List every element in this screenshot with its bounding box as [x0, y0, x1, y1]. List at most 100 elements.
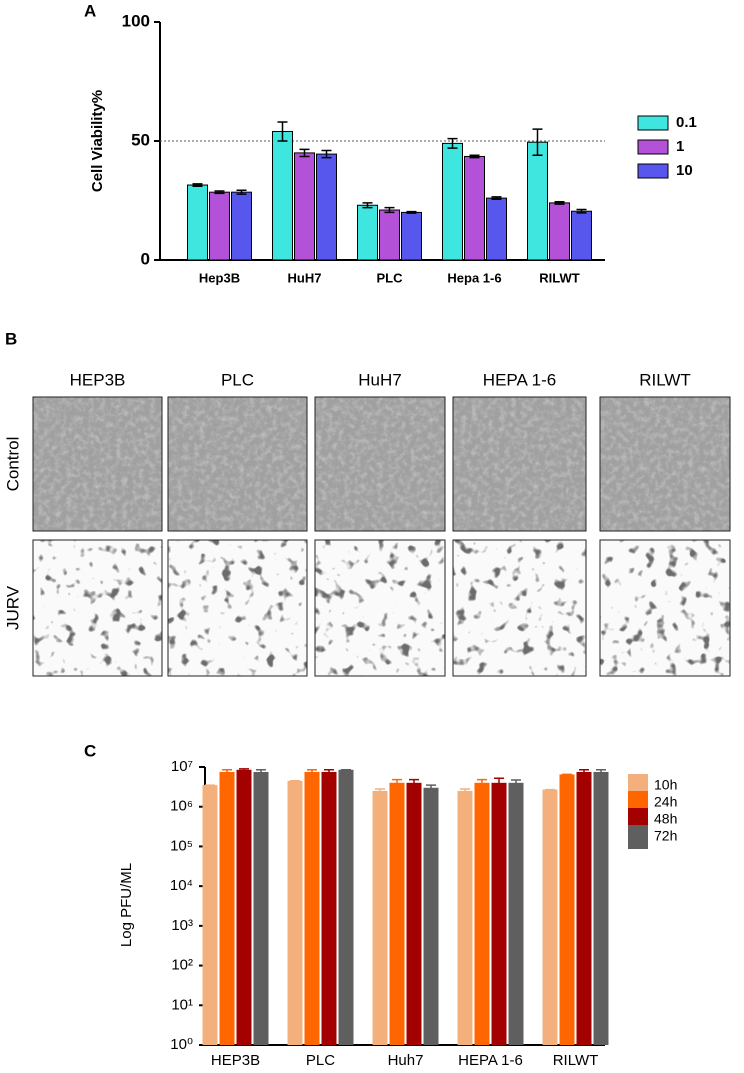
error-bar	[222, 769, 232, 776]
bar	[372, 790, 388, 1045]
error-bar	[321, 149, 332, 159]
error-bar	[460, 788, 470, 794]
error-bar	[447, 137, 458, 149]
micrograph	[315, 540, 445, 676]
bar	[474, 782, 490, 1045]
micrograph-panel: B HEP3B PLC HuH7 HEPA 1-6 RILWT Control JURV	[3, 329, 731, 677]
micrograph-border	[452, 396, 587, 532]
bar	[576, 771, 592, 1045]
error-bar	[277, 121, 288, 142]
y-tick-label: 10³	[171, 917, 193, 934]
error-bar	[409, 778, 419, 788]
y-tick-label: 10²	[171, 957, 193, 974]
x-tick-label: PLC	[306, 1052, 335, 1069]
column-label: PLC	[221, 370, 254, 389]
panel-label: A	[84, 1, 96, 20]
bar	[457, 790, 473, 1045]
bar	[321, 771, 337, 1045]
bar	[379, 209, 400, 261]
bar	[442, 142, 463, 261]
bar	[593, 771, 609, 1045]
x-tick-label: HEP3B	[211, 1052, 260, 1069]
bar	[209, 191, 230, 261]
y-tick-label: 10⁶	[170, 798, 193, 815]
error-bar	[299, 148, 310, 158]
bar	[231, 191, 252, 261]
bar	[486, 197, 507, 261]
bar	[549, 202, 570, 261]
bar	[401, 211, 422, 261]
error-bar	[532, 128, 543, 157]
error-bar	[384, 206, 395, 214]
error-bar	[469, 154, 480, 159]
error-bar	[511, 779, 521, 787]
legend-swatch	[637, 163, 669, 179]
micrograph-border	[167, 539, 308, 677]
micrograph-border	[599, 539, 731, 677]
legend-label: 1	[676, 138, 684, 155]
bar	[542, 789, 558, 1045]
column-label: HEP3B	[70, 370, 126, 389]
bar	[464, 155, 485, 261]
error-bar	[239, 768, 249, 772]
legend-label: 24h	[654, 794, 677, 810]
x-tick-label: HEPA 1-6	[458, 1052, 523, 1069]
legend-label: 10	[676, 162, 693, 179]
error-bar	[576, 208, 587, 214]
bar	[272, 130, 293, 261]
micrograph-border	[167, 396, 308, 532]
micrograph-border	[599, 396, 731, 532]
y-tick-label: 50	[131, 130, 150, 149]
micrograph	[600, 540, 730, 676]
row-label: Control	[3, 437, 22, 492]
x-tick-label: HuH7	[288, 270, 322, 285]
column-label: RILWT	[639, 370, 691, 389]
error-bar	[256, 769, 266, 776]
panel-label: B	[5, 329, 17, 348]
bar	[219, 771, 235, 1045]
x-tick-label: PLC	[377, 270, 404, 285]
x-tick-label: RILWT	[539, 270, 579, 285]
bar	[491, 782, 507, 1045]
error-bar	[494, 777, 504, 790]
micrograph-border	[314, 539, 446, 677]
y-tick-label: 10¹	[171, 996, 193, 1013]
bar	[236, 769, 252, 1045]
x-tick-label: RILWT	[553, 1052, 599, 1069]
y-tick-label: 10⁵	[170, 837, 193, 854]
micrograph-border	[452, 539, 587, 677]
error-bar	[214, 190, 225, 195]
y-tick-label: 10⁷	[171, 758, 193, 775]
micrograph-border	[314, 396, 446, 532]
legend-swatch	[637, 139, 669, 155]
micrograph	[33, 397, 162, 531]
error-bar	[362, 202, 373, 209]
bar	[187, 184, 208, 261]
bar	[294, 152, 315, 261]
bar	[304, 771, 320, 1045]
error-bar	[426, 784, 436, 792]
bar	[357, 204, 378, 261]
y-tick-label: 100	[122, 11, 150, 30]
panel-label: C	[84, 741, 96, 760]
micrograph-border	[32, 396, 163, 532]
legend-label: 10h	[654, 777, 677, 793]
column-label: HEPA 1-6	[483, 370, 556, 389]
row-label: JURV	[3, 585, 22, 630]
legend-label: 48h	[654, 811, 677, 827]
y-tick-label: 10⁰	[170, 1036, 193, 1053]
bar	[571, 210, 592, 261]
error-bar	[236, 189, 247, 195]
x-tick-label: Huh7	[388, 1052, 424, 1069]
micrograph	[600, 397, 730, 531]
bar	[253, 771, 269, 1045]
error-bar	[375, 788, 385, 794]
x-tick-label: Hepa 1-6	[447, 270, 501, 285]
bar	[423, 787, 439, 1045]
error-bar	[406, 210, 417, 214]
micrograph	[453, 540, 586, 676]
x-tick-label: Hep3B	[199, 270, 240, 285]
bar	[527, 141, 548, 261]
legend-label: 0.1	[676, 114, 697, 131]
